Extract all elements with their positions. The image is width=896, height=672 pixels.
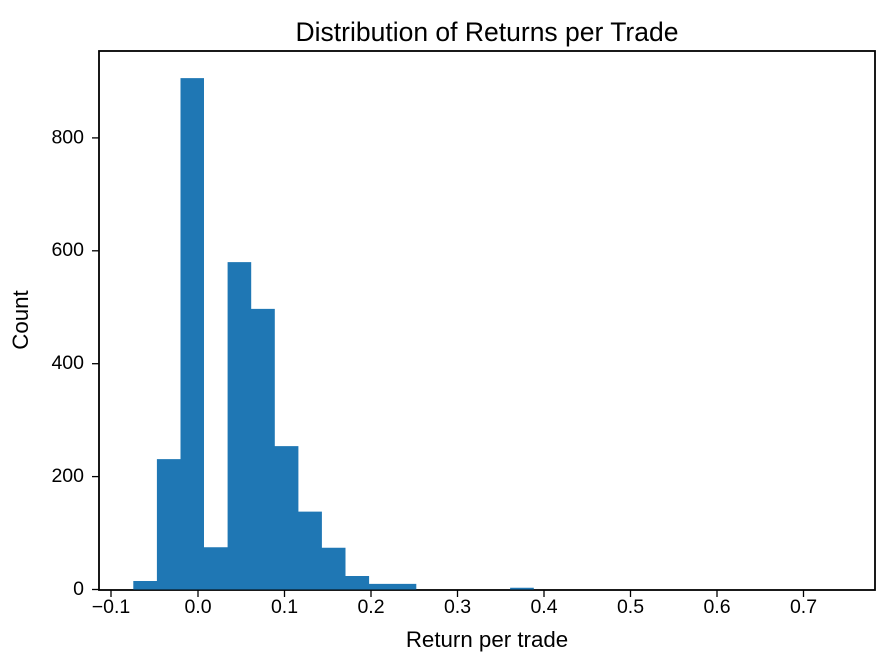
svg-text:400: 400 (51, 352, 84, 374)
svg-text:0.2: 0.2 (357, 596, 384, 618)
svg-text:0: 0 (73, 578, 84, 600)
svg-text:Distribution of Returns per Tr: Distribution of Returns per Trade (296, 17, 679, 47)
svg-text:Count: Count (8, 289, 33, 349)
svg-text:800: 800 (51, 127, 84, 149)
svg-text:0.0: 0.0 (184, 596, 211, 618)
svg-text:0.4: 0.4 (530, 596, 557, 618)
svg-text:0.5: 0.5 (617, 596, 644, 618)
svg-text:0.3: 0.3 (444, 596, 471, 618)
svg-text:200: 200 (51, 465, 84, 487)
svg-text:0.6: 0.6 (703, 596, 730, 618)
svg-text:Return per trade: Return per trade (406, 627, 568, 652)
svg-text:0.7: 0.7 (790, 596, 817, 618)
svg-text:0.1: 0.1 (271, 596, 298, 618)
svg-text:−0.1: −0.1 (92, 596, 131, 618)
svg-text:600: 600 (51, 239, 84, 261)
